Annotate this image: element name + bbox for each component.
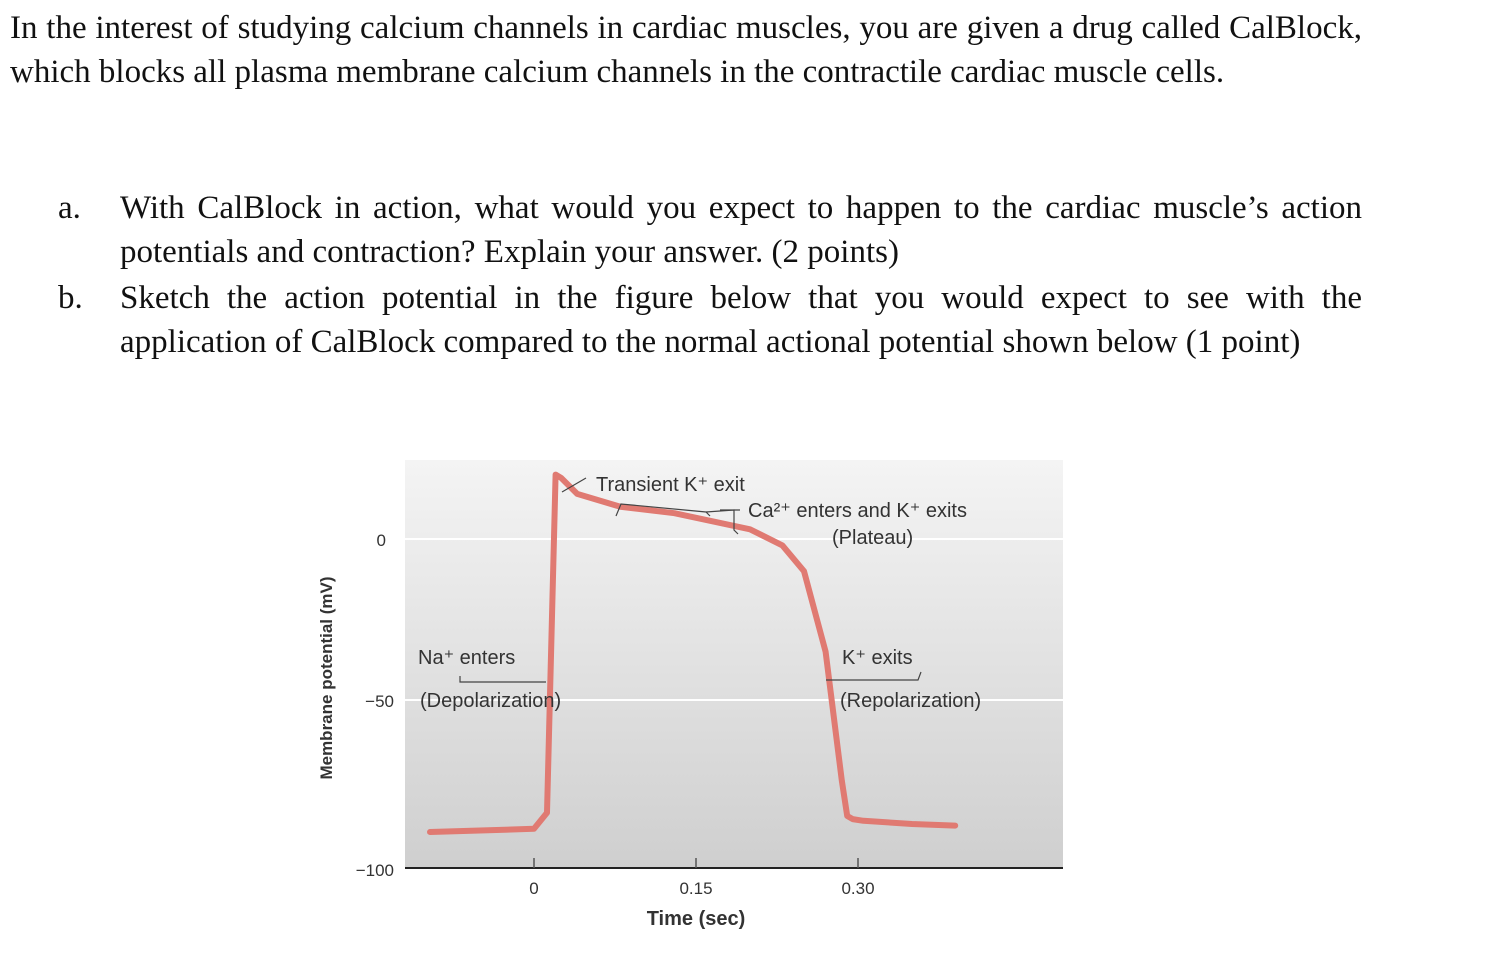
- x-tick-015: 0.15: [679, 879, 712, 898]
- annotation-repolarization: (Repolarization): [840, 690, 981, 712]
- question-a-text: With CalBlock in action, what would you …: [120, 190, 1362, 270]
- y-tick-minus-50: −50: [365, 692, 394, 711]
- annotation-plateau-line1: Ca²⁺ enters and K⁺ exits: [748, 500, 967, 522]
- y-axis-label: Membrane potential (mV): [317, 576, 336, 779]
- annotation-depolarization: (Depolarization): [420, 690, 561, 712]
- annotation-transient-k: Transient K⁺ exit: [596, 474, 745, 496]
- plateau-bracket-right: [705, 509, 739, 535]
- transient-leader: [561, 477, 587, 493]
- action-potential-trace: [427, 471, 959, 835]
- question-a-marker: a.: [58, 190, 81, 226]
- question-b-text: Sketch the action potential in the figur…: [120, 280, 1362, 360]
- annotation-k-exits: K⁺ exits: [842, 647, 913, 669]
- question-b: b. Sketch the action potential in the fi…: [58, 276, 1362, 364]
- plateau-bracket-left: [615, 503, 711, 517]
- depolarization-bracket: [459, 676, 546, 683]
- question-b-marker: b.: [58, 280, 83, 316]
- intro-paragraph: In the interest of studying calcium chan…: [10, 10, 1362, 90]
- action-potential-figure: Membrane potential (mV) Time (sec) 0 −50…: [300, 440, 1080, 940]
- x-axis-label: Time (sec): [647, 908, 746, 930]
- question-a: a. With CalBlock in action, what would y…: [58, 186, 1362, 274]
- annotation-plateau-line2: (Plateau): [832, 527, 913, 549]
- action-potential-chart: Membrane potential (mV) Time (sec) 0 −50…: [317, 460, 1063, 930]
- y-tick-0: 0: [377, 531, 386, 550]
- x-tick-0: 0: [529, 879, 538, 898]
- repolarization-bracket: [826, 671, 922, 681]
- x-tick-030: 0.30: [841, 879, 874, 898]
- question-list: a. With CalBlock in action, what would y…: [58, 186, 1362, 366]
- annotation-na-enters: Na⁺ enters: [418, 647, 515, 669]
- y-tick-minus-100: −100: [356, 861, 394, 880]
